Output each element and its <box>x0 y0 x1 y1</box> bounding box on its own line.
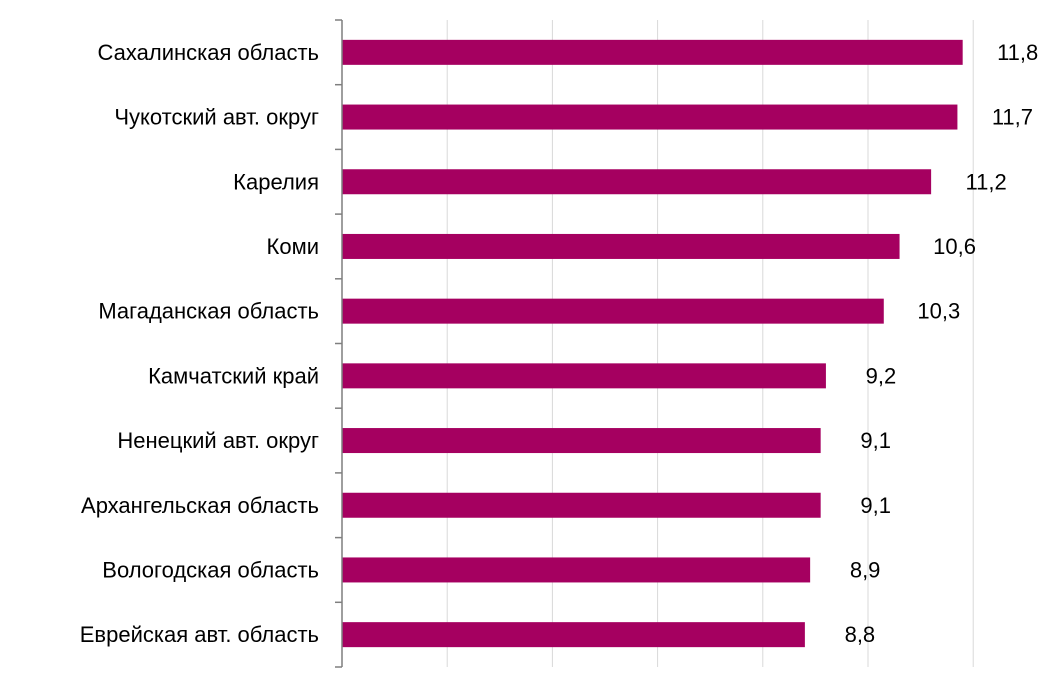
bar <box>342 39 963 65</box>
category-label: Сахалинская область <box>98 40 319 65</box>
data-label: 9,2 <box>866 363 897 388</box>
bar <box>342 104 958 130</box>
category-label: Ненецкий авт. округ <box>117 428 319 453</box>
category-label: Чукотский авт. округ <box>114 105 319 130</box>
bar <box>342 622 805 648</box>
y-axis <box>335 19 343 668</box>
category-label: Камчатский край <box>148 363 319 388</box>
data-label: 8,9 <box>850 557 881 582</box>
category-label: Коми <box>267 234 319 259</box>
category-labels: Сахалинская область Чукотский авт. округ К… <box>80 40 319 647</box>
data-label: 10,6 <box>933 234 976 259</box>
bar <box>342 428 821 454</box>
category-label: Архангельская область <box>81 493 319 518</box>
data-label: 10,3 <box>917 299 960 324</box>
bar <box>342 298 884 324</box>
bar <box>342 169 932 195</box>
data-label: 8,8 <box>845 622 876 647</box>
bar <box>342 233 900 259</box>
data-label: 9,1 <box>860 493 891 518</box>
category-label: Карелия <box>233 169 319 194</box>
bar <box>342 492 821 518</box>
data-label: 11,8 <box>997 40 1038 65</box>
bar <box>342 557 811 583</box>
data-label: 11,7 <box>992 105 1033 130</box>
value-labels: 11,8 11,7 11,2 10,6 10,3 9,2 9,1 9,1 8,9 8,8 <box>845 40 1039 647</box>
data-label: 11,2 <box>966 169 1007 194</box>
category-label: Вологодская область <box>102 557 319 582</box>
category-label: Магаданская область <box>98 299 319 324</box>
bar <box>342 363 826 389</box>
data-label: 9,1 <box>860 428 891 453</box>
category-label: Еврейская авт. область <box>80 622 319 647</box>
bars <box>342 39 963 648</box>
